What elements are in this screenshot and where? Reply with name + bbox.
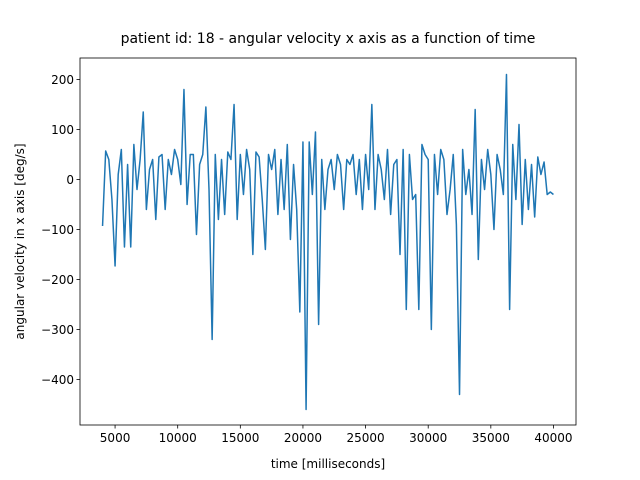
x-tick-label: 10000 xyxy=(159,431,197,445)
x-tick-label: 40000 xyxy=(534,431,572,445)
data-line xyxy=(101,73,554,411)
y-tick-label: −200 xyxy=(41,273,74,287)
x-tick-label: 15000 xyxy=(221,431,259,445)
x-tick-label: 35000 xyxy=(472,431,510,445)
plot-frame xyxy=(79,57,577,426)
x-tick-label: 5000 xyxy=(100,431,131,445)
x-tick-label: 20000 xyxy=(284,431,322,445)
y-tick-label: −400 xyxy=(41,373,74,387)
y-tick-label: 100 xyxy=(51,123,74,137)
y-tick-label: 0 xyxy=(66,173,74,187)
y-axis-label: angular velocity in x axis [deg/s] xyxy=(13,143,27,339)
x-axis-label: time [milliseconds] xyxy=(271,457,385,471)
y-tick-label: −100 xyxy=(41,223,74,237)
x-tick-label: 25000 xyxy=(346,431,384,445)
y-tick-label: −300 xyxy=(41,323,74,337)
chart-title: patient id: 18 - angular velocity x axis… xyxy=(121,31,536,47)
x-tick-label: 30000 xyxy=(409,431,447,445)
y-tick-label: 200 xyxy=(51,73,74,87)
